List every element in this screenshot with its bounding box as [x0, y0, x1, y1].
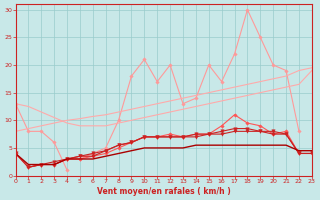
- X-axis label: Vent moyen/en rafales ( km/h ): Vent moyen/en rafales ( km/h ): [97, 187, 230, 196]
